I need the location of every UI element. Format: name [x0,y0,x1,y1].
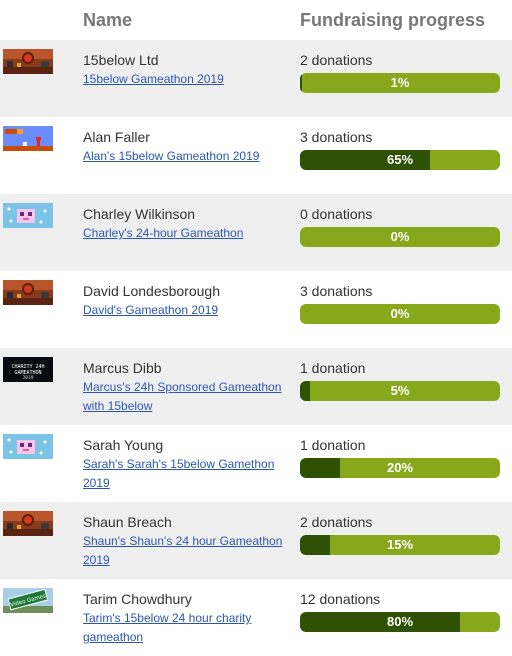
thumbnail-cell [0,117,83,194]
table-header-row: Name Fundraising progress [0,0,512,40]
name-cell: Marcus Dibb Marcus's 24h Sponsored Gameat… [83,348,300,425]
donation-count: 1 donation [300,360,366,376]
name-column-header: Name [83,9,133,30]
progress-cell: 3 donations 65% [300,117,512,194]
name-cell: Shaun Breach Shaun's Shaun's 24 hour Game… [83,502,300,579]
fundraising-page-link[interactable]: Tarim's 15below 24 hour charity gameatho… [83,611,252,644]
donation-count: 2 donations [300,514,373,530]
progress-bar: 0% [300,227,500,247]
donation-count: 3 donations [300,283,373,299]
fundraising-page-link[interactable]: David's Gameathon 2019 [83,303,219,317]
fundraising-page-link[interactable]: Shaun's Shaun's 24 hour Gameathon 2019 [83,534,283,567]
table-row: Charley Wilkinson Charley's 24-hour Gamea… [0,194,512,271]
name-cell: Tarim Chowdhury Tarim's 15below 24 hour c… [83,579,300,656]
thumbnail-cell [0,425,83,502]
name-cell: 15below Ltd 15below Gameathon 2019 [83,40,300,117]
fundraiser-name: Marcus Dibb [83,360,162,376]
thumbnail-cell [0,502,83,579]
table-row: Alan Faller Alan's 15below Gameathon 2019… [0,117,512,194]
fundraiser-name: 15below Ltd [83,52,159,68]
progress-percent-label: 65% [386,152,414,167]
donation-count: 0 donations [300,206,373,222]
progress-percent-label: 15% [386,537,414,552]
progress-bar: 5% [300,381,500,401]
fundraising-page-link[interactable]: Sarah's Sarah's 15below Gamethon 2019 [83,457,275,490]
unicorn-screenshot-icon[interactable] [3,434,53,459]
table-row: 15below Ltd 15below Gameathon 2019 2 donat… [0,40,512,117]
progress-cell: 1 donation 5% [300,348,512,425]
progress-bar: 20% [300,458,500,478]
fundraiser-name: Charley Wilkinson [83,206,196,222]
name-cell: Charley Wilkinson Charley's 24-hour Gamea… [83,194,300,271]
name-cell: David Londesborough David's Gameathon 201… [83,271,300,348]
fundraising-page-link[interactable]: 15below Gameathon 2019 [83,72,224,86]
donation-count: 3 donations [300,129,373,145]
progress-bar-fill [300,73,302,93]
progress-cell: 2 donations 15% [300,502,512,579]
name-cell: Sarah Young Sarah's Sarah's 15below Gamet… [83,425,300,502]
table-row: Sarah Young Sarah's Sarah's 15below Gamet… [0,425,512,502]
thumbnail-cell: Video Games [0,579,83,656]
progress-bar-fill [300,381,310,401]
progress-cell: 1 donation 20% [300,425,512,502]
thumbnail-cell [0,271,83,348]
progress-bar-fill [300,612,460,632]
table-row: CHARITY 24H GAMEATHON 2019 Marcus Dibb Ma… [0,348,512,425]
progress-cell: 12 donations 80% [300,579,512,656]
progress-percent-label: 1% [390,75,410,90]
progress-percent-label: 0% [390,229,410,244]
progress-bar: 15% [300,535,500,555]
donation-count: 12 donations [300,591,381,607]
table-row: Shaun Breach Shaun's Shaun's 24 hour Game… [0,502,512,579]
thumbnail-cell [0,194,83,271]
fundraiser-name: Tarim Chowdhury [83,591,192,607]
progress-cell: 0 donations 0% [300,194,512,271]
fundraising-page-link[interactable]: Charley's 24-hour Gameathon [83,226,244,240]
progress-percent-label: 80% [386,614,414,629]
progress-cell: 3 donations 0% [300,271,512,348]
progress-bar-fill [300,458,340,478]
progress-percent-label: 0% [390,306,410,321]
progress-bar: 1% [300,73,500,93]
progress-column-header: Fundraising progress [300,9,486,30]
progress-cell: 2 donations 1% [300,40,512,117]
name-cell: Alan Faller Alan's 15below Gameathon 2019 [83,117,300,194]
svg-text:GAMEATHON: GAMEATHON [14,370,41,376]
progress-percent-label: 20% [386,460,414,475]
fundraising-page-link[interactable]: Marcus's 24h Sponsored Gameathon with 15… [83,380,282,413]
progress-bar-fill [300,150,430,170]
thumbnail-cell: CHARITY 24H GAMEATHON 2019 [0,348,83,425]
charity-gameathon-logo-icon[interactable]: CHARITY 24H GAMEATHON 2019 [3,357,53,382]
table-row: Video Games Tarim Chowdhury Tarim's 15bel… [0,579,512,656]
game-screenshot-icon[interactable] [3,511,53,536]
mario-screenshot-icon[interactable] [3,126,53,151]
video-games-sign-icon[interactable]: Video Games [3,588,53,613]
svg-text:2019: 2019 [23,375,34,381]
donation-count: 2 donations [300,52,373,68]
donation-count: 1 donation [300,437,366,453]
progress-bar: 80% [300,612,500,632]
fundraiser-name: Alan Faller [83,129,150,145]
game-screenshot-icon[interactable] [3,49,53,74]
progress-bar-fill [300,535,330,555]
progress-percent-label: 5% [390,383,410,398]
table-row: David Londesborough David's Gameathon 201… [0,271,512,348]
progress-bar: 0% [300,304,500,324]
fundraising-page-link[interactable]: Alan's 15below Gameathon 2019 [83,149,260,163]
game-screenshot-icon[interactable] [3,280,53,305]
svg-text:CHARITY 24H: CHARITY 24H [11,364,44,370]
fundraiser-name: David Londesborough [83,283,220,299]
fundraiser-name: Shaun Breach [83,514,172,530]
unicorn-screenshot-icon[interactable] [3,203,53,228]
fundraiser-name: Sarah Young [83,437,164,453]
thumbnail-cell [0,40,83,117]
progress-bar: 65% [300,150,500,170]
